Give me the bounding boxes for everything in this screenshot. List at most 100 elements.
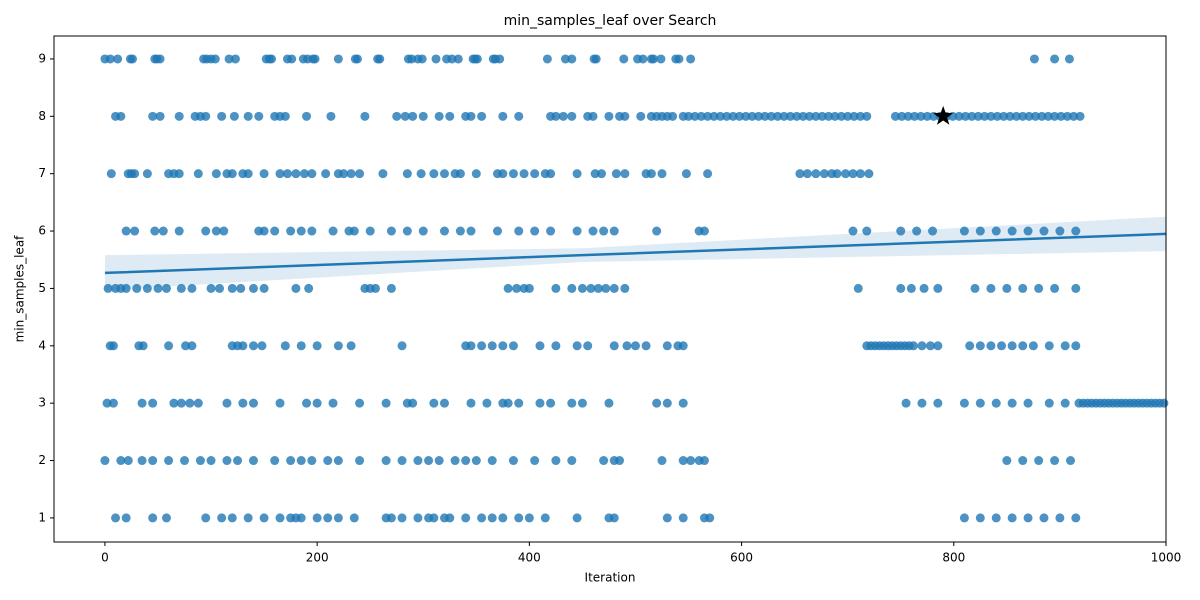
x-tick-label: 0	[101, 551, 109, 565]
point	[371, 283, 381, 293]
point	[339, 169, 349, 179]
point	[848, 169, 858, 179]
point	[649, 54, 659, 64]
point	[1018, 341, 1028, 351]
point	[323, 456, 333, 466]
point	[455, 169, 465, 179]
point	[558, 111, 568, 121]
point	[187, 341, 197, 351]
point	[148, 398, 158, 408]
point	[684, 111, 694, 121]
point	[567, 111, 577, 121]
point	[508, 169, 518, 179]
point	[447, 54, 457, 64]
point	[696, 111, 706, 121]
point	[217, 111, 227, 121]
point	[328, 398, 338, 408]
point	[530, 169, 540, 179]
point	[328, 226, 338, 236]
point	[408, 398, 418, 408]
point	[798, 111, 808, 121]
point	[524, 283, 534, 293]
point	[275, 169, 285, 179]
point	[302, 398, 312, 408]
point	[1044, 341, 1054, 351]
point	[686, 54, 696, 64]
point	[855, 111, 865, 121]
point	[312, 513, 322, 523]
point	[965, 341, 975, 351]
point	[646, 169, 656, 179]
point	[416, 169, 426, 179]
point	[482, 398, 492, 408]
point	[503, 398, 513, 408]
point	[855, 169, 865, 179]
point	[291, 169, 301, 179]
point	[176, 283, 186, 293]
point	[434, 111, 444, 121]
point	[130, 226, 140, 236]
point	[991, 226, 1001, 236]
point	[975, 398, 985, 408]
point	[1071, 226, 1081, 236]
point	[1039, 513, 1049, 523]
point	[1039, 226, 1049, 236]
point	[280, 111, 290, 121]
point	[487, 456, 497, 466]
point	[312, 398, 322, 408]
point	[597, 169, 607, 179]
point	[925, 341, 935, 351]
point	[853, 283, 863, 293]
point	[254, 111, 264, 121]
x-tick-label: 600	[730, 551, 753, 565]
point	[439, 226, 449, 236]
point	[259, 513, 269, 523]
point	[386, 513, 396, 523]
point	[397, 341, 407, 351]
point	[1018, 283, 1028, 293]
point	[275, 398, 285, 408]
y-tick-label: 1	[38, 510, 46, 524]
point	[187, 283, 197, 293]
point	[599, 456, 609, 466]
point	[678, 398, 688, 408]
y-tick-label: 7	[38, 166, 46, 180]
point	[248, 341, 258, 351]
point	[917, 341, 927, 351]
point	[326, 111, 336, 121]
point	[1066, 456, 1076, 466]
point	[524, 513, 534, 523]
point	[355, 398, 365, 408]
point	[551, 456, 561, 466]
point	[224, 54, 234, 64]
point	[153, 283, 163, 293]
point	[116, 111, 126, 121]
point	[137, 456, 147, 466]
point	[933, 398, 943, 408]
point	[1007, 226, 1017, 236]
point	[1005, 111, 1015, 121]
point	[217, 513, 227, 523]
point	[975, 341, 985, 351]
point	[111, 513, 121, 523]
x-tick-label: 800	[942, 551, 965, 565]
point	[180, 456, 190, 466]
point	[773, 111, 783, 121]
point	[910, 111, 920, 121]
point	[211, 226, 221, 236]
point	[116, 456, 126, 466]
point	[599, 226, 609, 236]
point	[259, 283, 269, 293]
point	[400, 111, 410, 121]
point	[431, 54, 441, 64]
point	[227, 513, 237, 523]
point	[323, 513, 333, 523]
point	[795, 169, 805, 179]
point	[397, 513, 407, 523]
point	[418, 111, 428, 121]
point	[630, 341, 640, 351]
point	[128, 54, 138, 64]
point	[1018, 456, 1028, 466]
point	[997, 341, 1007, 351]
point	[864, 169, 874, 179]
